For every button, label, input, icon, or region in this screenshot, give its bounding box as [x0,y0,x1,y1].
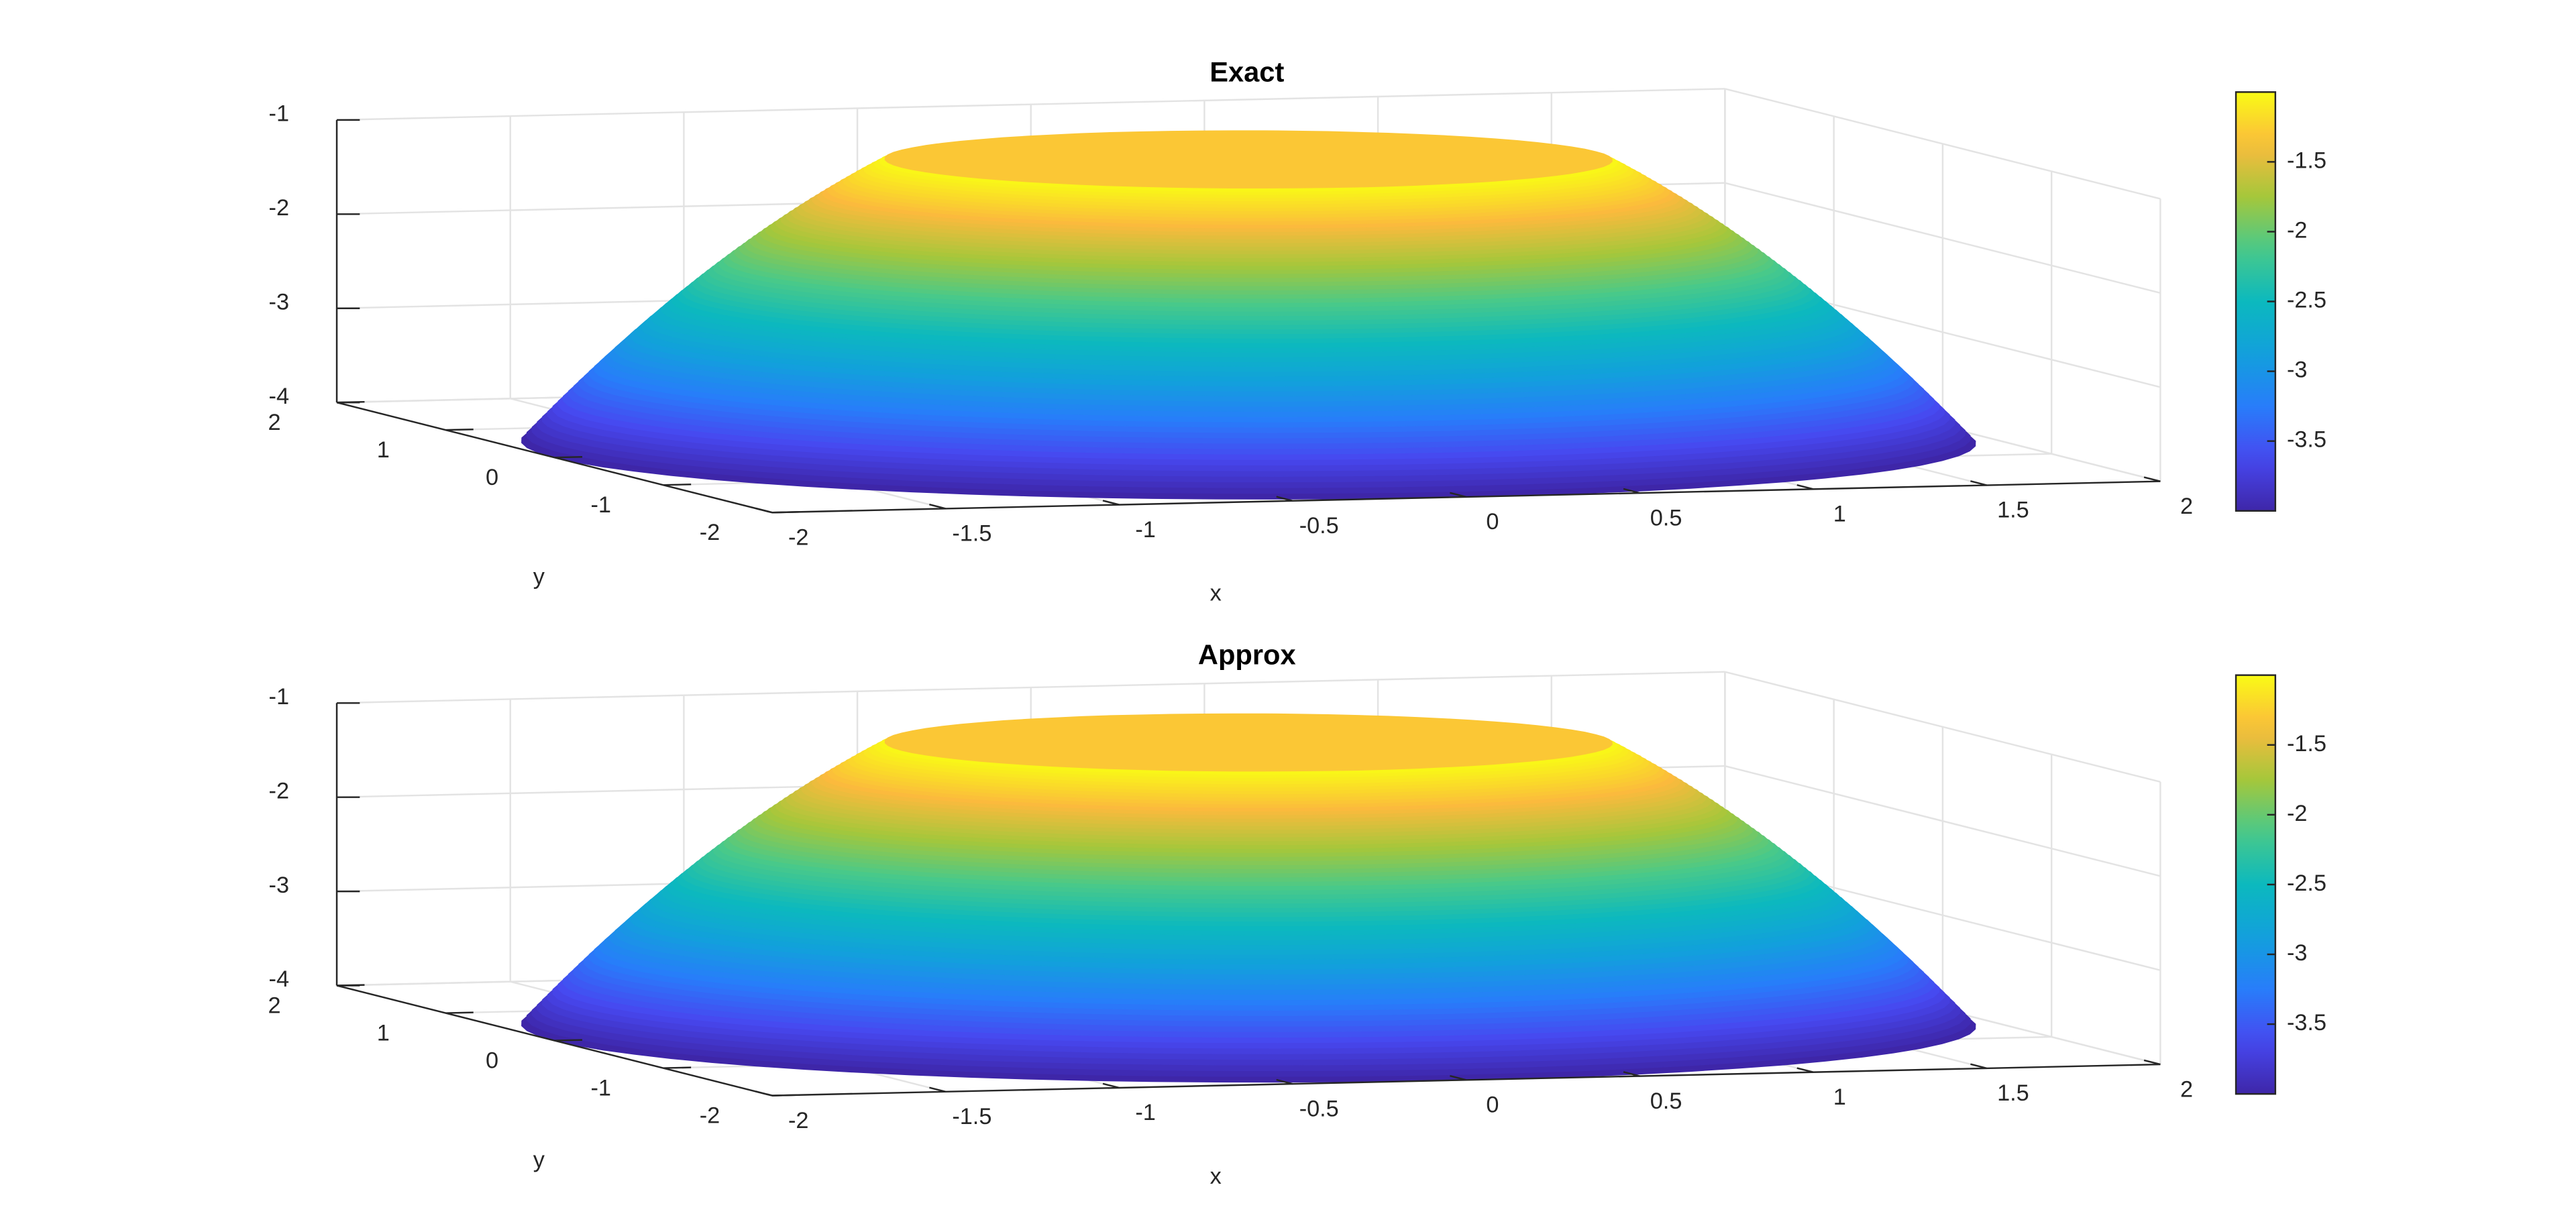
y-tick-label: -2 [700,1103,720,1129]
x-tick [929,504,946,510]
chart-title: Exact [1210,56,1284,87]
y-tick [663,484,692,486]
grid-line [1725,671,2161,783]
x-tick [1102,500,1120,506]
x-tick [1796,484,1814,490]
x-tick-label: 1.5 [1997,1080,2029,1106]
x-tick-label: 0.5 [1650,1088,1682,1114]
y-tick-label: 2 [268,993,280,1018]
x-tick [755,507,773,514]
y-tick [771,1094,800,1097]
surface-band [884,130,1613,189]
x-tick-label: 1 [1833,1084,1846,1110]
y-axis-label: y [533,1147,545,1173]
grid-line [1725,88,2161,200]
x-tick [1450,492,1467,498]
grid-line [1725,182,2161,294]
grid-line [337,88,1725,121]
z-tick-label: -2 [269,195,289,221]
y-tick-label: 0 [486,465,498,490]
grid-line [1725,765,2161,877]
x-tick [1450,1074,1467,1081]
colorbar-tick-label: -3.5 [2287,427,2326,453]
x-tick [2143,1059,2161,1066]
x-tick-label: -0.5 [1299,513,1339,539]
y-tick [445,428,474,431]
y-tick-label: -2 [700,520,720,545]
x-tick [1276,496,1293,502]
z-tick-label: -3 [269,873,289,898]
x-tick [1102,1082,1120,1089]
z-tick-label: -2 [269,778,289,803]
x-tick-label: -1.5 [952,521,991,547]
x-tick-label: -1 [1135,517,1155,543]
x-tick-label: 1 [1833,502,1846,527]
x-axis-label: x [1210,1164,1222,1189]
colorbar-tick-label: -2.5 [2287,871,2326,896]
x-tick-label: -1 [1135,1100,1155,1125]
colorbar-tick-label: -2 [2287,801,2307,826]
x-tick [755,1090,773,1097]
x-axis-label: x [1210,581,1222,606]
y-tick-label: -1 [590,492,610,518]
x-tick-label: 1.5 [1997,498,2029,523]
x-tick [1970,480,1988,486]
x-tick [929,1086,946,1093]
z-tick-label: -1 [269,101,289,127]
y-tick-label: -1 [590,1075,610,1101]
y-tick-label: 0 [486,1048,498,1073]
z-tick-label: -1 [269,684,289,710]
x-tick-label: -0.5 [1299,1096,1339,1121]
y-tick-label: 1 [377,437,390,463]
z-tick-label: -4 [269,384,289,409]
x-tick-label: -2 [788,524,808,550]
x-tick-label: 0 [1486,1093,1499,1118]
x-tick [2143,476,2161,482]
x-tick-label: 0.5 [1650,505,1682,530]
x-tick [1970,1063,1988,1070]
colorbar-tick-label: -2.5 [2287,288,2326,313]
x-tick [1623,1071,1640,1077]
surface-band [884,713,1613,772]
x-tick-label: -2 [788,1108,808,1133]
x-tick [1276,1078,1293,1085]
y-tick-label: 2 [268,410,280,435]
colorbar-tick-label: -3 [2287,940,2307,966]
colorbar-tick-label: -3.5 [2287,1010,2326,1035]
y-axis-label: y [533,564,545,590]
x-tick-label: -1.5 [952,1104,991,1129]
x-tick-label: 2 [2180,494,2193,519]
chart-title: Approx [1198,639,1296,671]
z-tick-label: -3 [269,289,289,315]
grid-line [337,671,1725,704]
x-tick-label: 2 [2180,1076,2193,1102]
colorbar-tick-label: -3 [2287,357,2307,383]
colorbar-tick-label: -2 [2287,218,2307,243]
x-tick [1623,488,1640,494]
y-tick-label: 1 [377,1020,390,1046]
colorbar-tick-label: -1.5 [2287,731,2326,757]
z-tick-label: -4 [269,966,289,992]
x-tick [1796,1067,1814,1073]
y-tick [554,1039,582,1042]
x-tick-label: 0 [1486,509,1499,535]
colorbar-tick-label: -1.5 [2287,148,2326,173]
